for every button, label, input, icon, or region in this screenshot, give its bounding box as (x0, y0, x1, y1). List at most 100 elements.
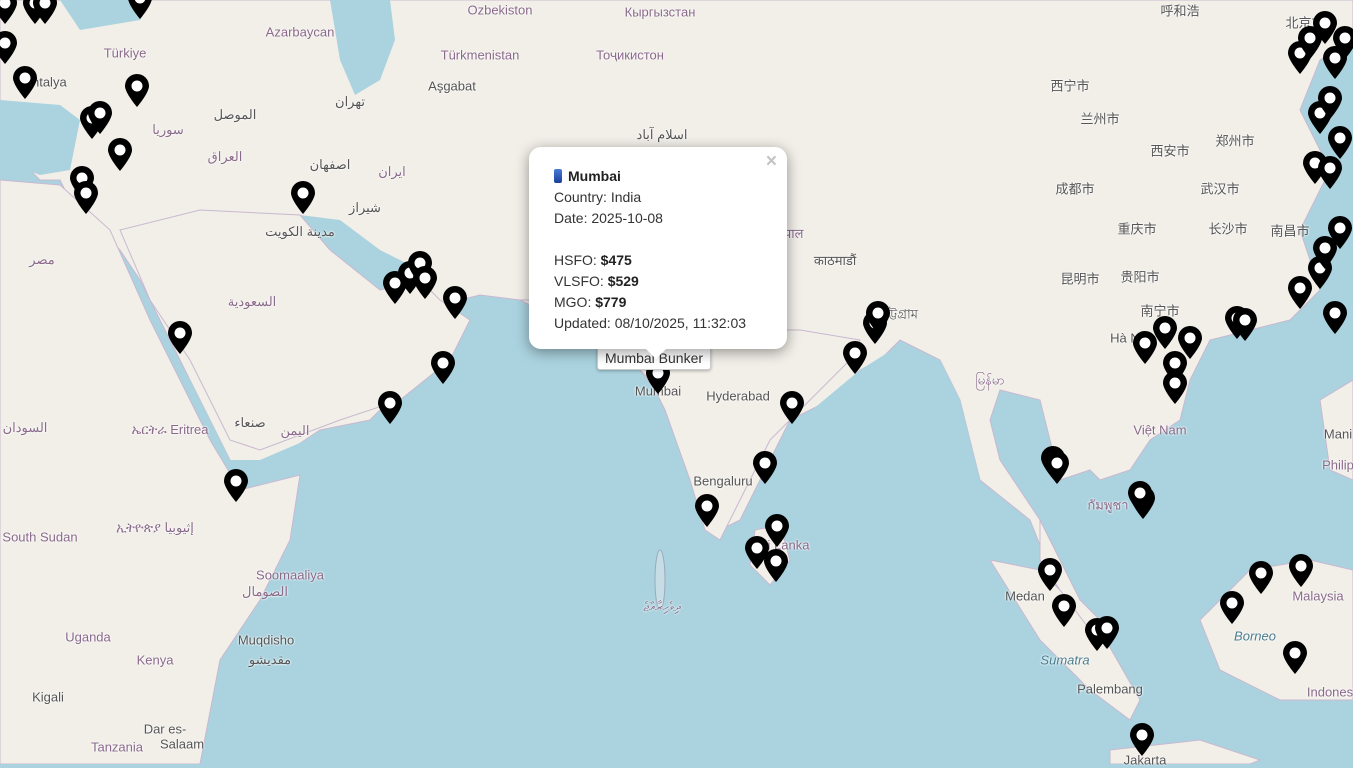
bunker-port-marker[interactable] (127, 0, 153, 20)
map-label-city: 武汉市 (1200, 181, 1240, 197)
map-pin-icon (1289, 554, 1313, 587)
spacer (554, 229, 746, 250)
bunker-port-marker[interactable] (1177, 326, 1203, 360)
map-label-city: Salaam (159, 736, 205, 752)
bunker-port-marker[interactable] (1219, 591, 1245, 625)
bunker-port-marker[interactable] (32, 0, 58, 25)
map-label-country: Soomaaliya (256, 567, 324, 583)
map-pin-icon (780, 391, 804, 424)
popup-title: Mumbai (568, 168, 621, 184)
bunker-port-marker[interactable] (1322, 46, 1348, 80)
bunker-port-marker[interactable] (1232, 308, 1258, 342)
bunker-port-marker[interactable] (1312, 236, 1338, 270)
bunker-port-marker[interactable] (167, 321, 193, 355)
map-pin-icon (1045, 451, 1069, 484)
bunker-port-marker[interactable] (694, 494, 720, 528)
map-pin-icon (1283, 641, 1307, 674)
bunker-port-marker[interactable] (87, 101, 113, 135)
map-label-country: กัมพูชา (1087, 497, 1129, 513)
bunker-port-marker[interactable] (842, 341, 868, 375)
bunker-port-marker[interactable] (442, 286, 468, 320)
bunker-port-marker[interactable] (1132, 331, 1158, 365)
bunker-port-marker[interactable] (752, 451, 778, 485)
date-row: Date: 2025-10-08 (554, 208, 746, 229)
land-maldives (654, 549, 666, 611)
map-pin-icon (1178, 326, 1202, 359)
bunker-port-marker[interactable] (1332, 26, 1353, 60)
map-label-city: Mani (1323, 426, 1353, 442)
bunker-port-marker[interactable] (0, 0, 18, 25)
bunker-port-marker[interactable] (1127, 481, 1153, 515)
date-value: 2025-10-08 (591, 210, 663, 226)
red-sea-arabian-sea (120, 250, 560, 490)
bunker-port-marker[interactable] (1248, 561, 1274, 595)
bunker-port-marker[interactable] (764, 514, 790, 548)
map-pin-icon (0, 31, 17, 64)
bunker-port-marker[interactable] (1037, 558, 1063, 592)
map-label-country: Tanzania (90, 739, 144, 755)
bunker-port-marker[interactable] (290, 181, 316, 215)
bunker-port-marker[interactable] (763, 549, 789, 583)
map-label-city: الموصل (213, 107, 257, 122)
bunker-port-marker[interactable] (412, 266, 438, 300)
map-label-city: شیراز (349, 200, 381, 215)
map-label-city: 南昌市 (1270, 223, 1310, 239)
map-label-country: Azarbaycan (265, 24, 335, 40)
map-pin-icon (745, 536, 769, 569)
bunker-port-marker[interactable] (107, 138, 133, 172)
bunker-port-marker[interactable] (73, 181, 99, 215)
map-label-city: 兰州市 (1080, 111, 1120, 127)
map-pin-icon (13, 66, 37, 99)
map-pin-icon (431, 351, 455, 384)
bunker-port-marker[interactable] (1322, 301, 1348, 335)
bunker-port-marker[interactable] (1282, 641, 1308, 675)
bunker-port-marker[interactable] (1288, 554, 1314, 588)
bunker-port-marker[interactable] (430, 351, 456, 385)
bunker-port-marker[interactable] (1129, 723, 1155, 757)
bunker-port-marker[interactable] (1327, 126, 1353, 160)
bunker-port-marker[interactable] (744, 536, 770, 570)
bunker-port-marker[interactable] (1287, 276, 1313, 310)
land-africa (0, 179, 301, 764)
bunker-port-marker[interactable] (1297, 26, 1323, 60)
map-pin-icon (1133, 331, 1157, 364)
updated-row: Updated: 08/10/2025, 11:32:03 (554, 313, 746, 334)
map-pin-icon (1313, 11, 1337, 44)
map-label-country: العراق (207, 149, 243, 164)
popup-close-button[interactable]: × (765, 151, 777, 172)
bunker-port-marker[interactable] (1152, 316, 1178, 350)
mgo-row: MGO: $779 (554, 292, 746, 313)
bunker-port-marker[interactable] (124, 74, 150, 108)
map-label-country: اليمن (280, 423, 310, 438)
map-pin-icon (843, 341, 867, 374)
bunker-port-marker[interactable] (377, 391, 403, 425)
map-label-country: Uganda (65, 629, 111, 645)
bunker-port-marker[interactable] (779, 391, 805, 425)
map-pin-icon (291, 181, 315, 214)
bunker-port-marker[interactable] (865, 301, 891, 335)
bunker-port-marker[interactable] (223, 469, 249, 503)
country-label: Country: (554, 189, 607, 205)
bunker-port-marker[interactable] (1317, 156, 1343, 190)
map-pin-icon (1038, 558, 1062, 591)
map-pin-icon (753, 451, 777, 484)
map-label-city: صنعاء (234, 415, 266, 430)
bunker-port-marker[interactable] (1051, 594, 1077, 628)
map-label-country: سوريا (152, 122, 184, 137)
vlsfo-value: $529 (607, 273, 639, 289)
bunker-port-marker[interactable] (1312, 11, 1338, 45)
bunker-port-marker[interactable] (1327, 216, 1353, 250)
bunker-port-marker[interactable] (1044, 451, 1070, 485)
map-pin-icon (765, 514, 789, 547)
map-pin-icon (168, 321, 192, 354)
bunker-port-marker[interactable] (0, 31, 18, 65)
map-label-country: Türkiye (103, 45, 147, 61)
bunker-port-marker[interactable] (1317, 86, 1343, 120)
bunker-port-marker[interactable] (12, 66, 38, 100)
map-pin-icon (125, 74, 149, 107)
bunker-port-marker[interactable] (1162, 371, 1188, 405)
bunker-port-marker[interactable] (1094, 616, 1120, 650)
popup-tip (644, 347, 668, 359)
map-pin-icon (1249, 561, 1273, 594)
